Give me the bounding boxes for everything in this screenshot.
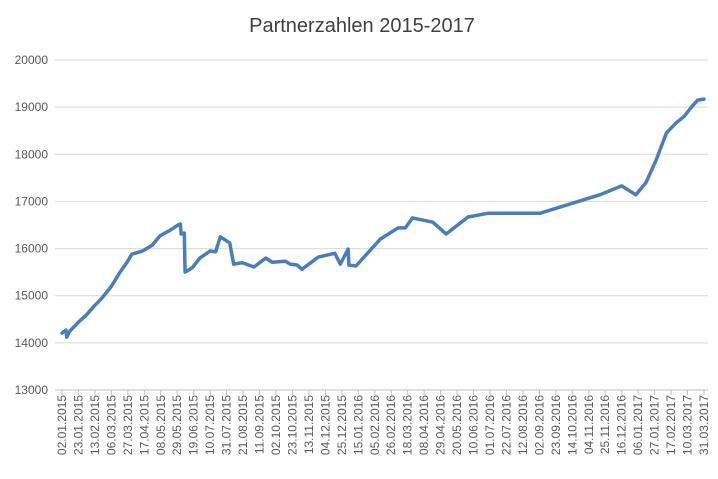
x-tick-label: 01.07.2016: [483, 395, 497, 455]
x-tick-label: 10.07.2015: [203, 395, 217, 455]
x-tick-label: 02.01.2015: [55, 395, 69, 455]
x-tick-label: 14.10.2016: [565, 395, 579, 455]
x-tick-label: 25.11.2016: [598, 395, 612, 454]
x-tick-label: 02.09.2016: [532, 395, 546, 455]
x-tick-label: 22.07.2016: [499, 395, 513, 455]
x-tick-label: 08.04.2016: [417, 395, 431, 455]
x-tick-label: 20.05.2016: [450, 395, 464, 455]
y-tick-label: 15000: [15, 289, 49, 303]
x-tick-label: 21.08.2015: [236, 395, 250, 455]
x-tick-label: 19.06.2015: [187, 395, 201, 455]
line: [60, 97, 706, 339]
y-tick-label: 20000: [15, 53, 49, 67]
x-tick-label: 08.05.2015: [154, 395, 168, 455]
x-tick-label: 27.03.2015: [121, 395, 135, 455]
y-tick-label: 17000: [15, 194, 49, 208]
x-tick-label: 23.01.2015: [71, 395, 85, 455]
x-tick-label: 31.07.2015: [220, 395, 234, 455]
x-tick-label: 23.09.2016: [549, 395, 563, 455]
y-tick-label: 16000: [15, 242, 49, 256]
x-tick-label: 10.06.2016: [467, 395, 481, 455]
x-tick-label: 02.10.2015: [269, 395, 283, 455]
x-tick-label: 26.02.2016: [384, 395, 398, 455]
x-tick-label: 10.03.2017: [681, 395, 695, 455]
x-tick-label: 13.11.2015: [302, 395, 316, 454]
x-tick-label: 04.12.2015: [318, 395, 332, 455]
x-tick-label: 13.02.2015: [88, 395, 102, 455]
x-tick-label: 06.03.2015: [104, 395, 118, 455]
x-tick-label: 05.02.2016: [368, 395, 382, 455]
x-tick-label: 18.03.2016: [401, 395, 415, 455]
x-tick-label: 17.02.2017: [664, 395, 678, 455]
x-tick-label: 23.10.2015: [285, 395, 299, 455]
x-tick-label: 15.01.2016: [351, 395, 365, 455]
x-tick-label: 16.12.2016: [615, 395, 629, 455]
y-tick-label: 14000: [15, 336, 49, 350]
x-tick-label: 29.04.2016: [434, 395, 448, 455]
x-tick-label: 17.04.2015: [137, 395, 151, 455]
y-tick-label: 19000: [15, 100, 49, 114]
x-tick-label: 25.12.2015: [335, 395, 349, 455]
x-tick-label: 29.05.2015: [170, 395, 184, 455]
x-tick-label: 31.03.2017: [697, 395, 711, 455]
y-tick-label: 18000: [15, 147, 49, 161]
chart-title: Partnerzahlen 2015-2017: [249, 15, 475, 37]
y-tick-label: 13000: [15, 383, 49, 397]
x-tick-label: 11.09.2015: [253, 395, 267, 454]
x-tick-label: 06.01.2017: [631, 395, 645, 455]
x-tick-label: 12.08.2016: [516, 395, 530, 455]
x-tick-label: 04.11.2016: [582, 395, 596, 454]
x-tick-label: 27.01.2017: [648, 395, 662, 455]
